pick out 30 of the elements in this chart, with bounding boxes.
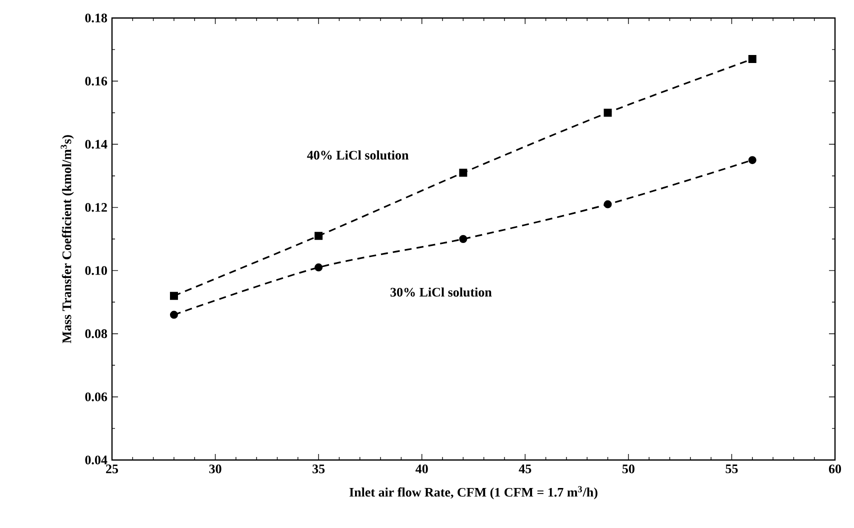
y-tick-label: 0.06 [85,392,108,402]
point [314,263,323,272]
y-tick-label: 0.10 [85,266,107,275]
point [314,232,323,240]
text: 30% LiCl solution [390,287,492,297]
y-axis-title: Mass Transfer Coefficient (kmol/m$^{3}$s) [60,135,74,344]
point [170,292,178,300]
y-tick-label: 0.08 [85,329,108,338]
x-tick-label: 60 [828,464,842,474]
x-tick-label: 30 [209,464,222,474]
y-tick-label: 0.12 [85,203,107,212]
point [748,55,756,64]
point [604,108,612,117]
x-tick-label: 45 [518,464,532,474]
y-tick-label: 0.14 [85,140,108,149]
y-tick-label: 0.16 [85,76,108,86]
y-tick-label: 0.18 [85,14,108,22]
y-tick-label: 0.04 [85,456,108,464]
x-tick-label: 40 [416,464,428,474]
x-axis-title: Inlet air flow Rate, CFM (1 CFM = 1.7 m$^{3}$/h) [349,486,598,500]
point [459,235,468,243]
x-tick-label: 25 [106,464,118,474]
point [170,310,178,319]
x-tick-label: 35 [312,464,325,474]
point [459,168,468,177]
point [604,200,612,208]
point [748,156,756,164]
text: 40% LiCl solution [307,150,409,160]
x-tick-label: 55 [726,464,738,474]
x-tick-label: 50 [622,464,634,474]
